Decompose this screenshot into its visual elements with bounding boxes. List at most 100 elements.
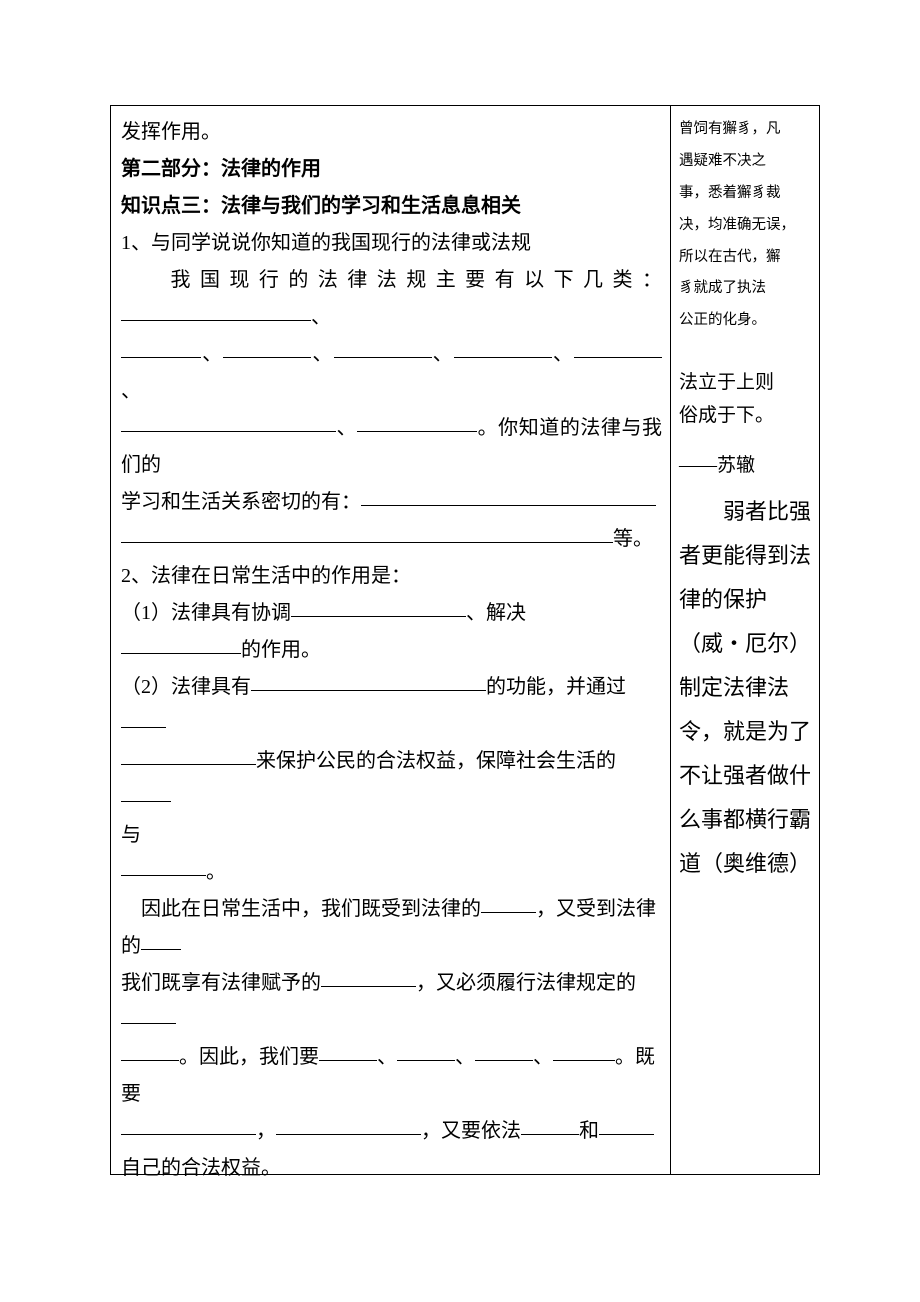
q2-2-a: （2）法律具有 <box>121 676 251 698</box>
question-2: 2、法律在日常生活中的作用是： <box>121 558 662 595</box>
question-2-2: （2）法律具有 的功能，并通过 <box>121 669 662 743</box>
fill-blank[interactable] <box>361 486 656 506</box>
s1-line: 事，悉着獬豸裁 <box>679 178 813 210</box>
spacer <box>679 432 813 450</box>
fill-blank[interactable] <box>121 338 201 358</box>
s1-line: 公正的化身。 <box>679 305 813 337</box>
fill-blank[interactable] <box>251 671 486 691</box>
s1-line: 豸就成了执法 <box>679 273 813 305</box>
fill-blank[interactable] <box>121 301 311 321</box>
conclusion-line4: ， ，又要依法 和 <box>121 1113 662 1150</box>
q2-1-a: （1）法律具有协调 <box>121 602 291 624</box>
sep: 、 <box>336 417 357 439</box>
q2-1-b: 、解决 <box>466 602 526 624</box>
s2-attribution: ——苏辙 <box>679 450 813 482</box>
two-column-table: 发挥作用。 第二部分：法律的作用 知识点三：法律与我们的学习和生活息息相关 1、… <box>110 105 820 1175</box>
concl-d: ，又必须履行法律规定的 <box>416 972 636 994</box>
fill-blank[interactable] <box>276 1115 421 1135</box>
fill-blank[interactable] <box>397 1041 455 1061</box>
spacer <box>679 337 813 367</box>
s1-line: 曾饲有獬豸，凡 <box>679 114 813 146</box>
fill-blank[interactable] <box>319 1041 377 1061</box>
fill-blank[interactable] <box>521 1115 579 1135</box>
concl-g: 要 <box>121 1083 141 1105</box>
concl-c: 我们既享有法律赋予的 <box>121 972 321 994</box>
knowledge-point-3-heading: 知识点三：法律与我们的学习和生活息息相关 <box>121 188 662 225</box>
s1-line: 遇疑难不决之 <box>679 146 813 178</box>
fill-blank[interactable] <box>121 1004 176 1024</box>
s1-line: 决，均准确无误， <box>679 210 813 242</box>
sep: 、 <box>201 343 223 365</box>
fill-blank[interactable] <box>223 338 311 358</box>
conclusion-line3b: 要 <box>121 1076 662 1113</box>
fill-blank[interactable] <box>334 338 432 358</box>
fill-blank[interactable] <box>121 412 336 432</box>
sep: 、 <box>121 380 141 402</box>
document-page: 发挥作用。 第二部分：法律的作用 知识点三：法律与我们的学习和生活息息相关 1、… <box>0 0 920 1302</box>
main-content-column: 发挥作用。 第二部分：法律的作用 知识点三：法律与我们的学习和生活息息相关 1、… <box>111 106 671 1174</box>
sep: 、 <box>311 306 331 328</box>
concl-e: 。因此，我们要 <box>179 1046 319 1068</box>
fill-blank[interactable] <box>121 634 241 654</box>
sep: 、 <box>377 1046 397 1068</box>
fill-blank[interactable] <box>121 745 256 765</box>
q2-2-c: 来保护公民的合法权益，保障社会生活的 <box>256 750 616 772</box>
q1b-prefix: 学习和生活关系密切的有： <box>121 491 361 513</box>
conclusion-line2: 我们既享有法律赋予的 ，又必须履行法律规定的 <box>121 965 662 1039</box>
concl-f: 。既 <box>615 1046 655 1068</box>
q2-2-end: 。 <box>206 861 226 883</box>
continuation-text: 发挥作用。 <box>121 114 662 151</box>
fill-blank[interactable] <box>475 1041 533 1061</box>
sep: 、 <box>432 343 454 365</box>
fill-blank[interactable] <box>121 1041 179 1061</box>
question-1b-prefix-line: 学习和生活关系密切的有： <box>121 484 662 521</box>
concl-h: ， <box>256 1120 276 1142</box>
sidebar-note-1: 曾饲有獬豸，凡 遇疑难不决之 事，悉着獬豸裁 决，均准确无误， 所以在古代，獬 … <box>679 114 813 337</box>
q2-2-b: 的功能，并通过 <box>486 676 626 698</box>
fill-blank[interactable] <box>141 930 181 950</box>
fill-blank[interactable] <box>321 967 416 987</box>
fill-blank[interactable] <box>121 708 166 728</box>
s2-line: 法立于上则 <box>679 367 813 399</box>
q2-2-d: 与 <box>121 824 141 846</box>
question-2-1: （1）法律具有协调 、解决 <box>121 595 662 632</box>
q2-1-end: 的作用。 <box>241 639 321 661</box>
conclusion-line1: 因此在日常生活中，我们既受到法律的，又受到法律的 <box>121 891 662 965</box>
fill-blank[interactable] <box>291 597 466 617</box>
q1b-suffix: 等。 <box>613 528 653 550</box>
sidebar-quote-3: 弱者比强者更能得到法律的保护（威・厄尔） 制定法律法令，就是为了不让强者做什么事… <box>679 482 813 886</box>
question-1-answer-area: 我国现行的法律法规主要有以下几类： 、 <box>121 262 662 336</box>
s1-line: 所以在古代，獬 <box>679 242 813 274</box>
fill-blank[interactable] <box>357 412 477 432</box>
fill-blank[interactable] <box>121 1115 256 1135</box>
sep: 、 <box>533 1046 553 1068</box>
question-1-blanks-line2: 、、、、、 <box>121 336 662 410</box>
conclusion-line5: 自己的合法权益。 <box>121 1150 662 1187</box>
concl-i: ，又要依法 <box>421 1120 521 1142</box>
fill-blank[interactable] <box>454 338 552 358</box>
sidebar-column: 曾饲有獬豸，凡 遇疑难不决之 事，悉着獬豸裁 决，均准确无误， 所以在古代，獬 … <box>671 106 819 1174</box>
q1-prefix: 我国现行的法律法规主要有以下几类： <box>161 269 662 291</box>
fill-blank[interactable] <box>121 856 206 876</box>
sep: 、 <box>552 343 574 365</box>
question-2-2-cont2: 。 <box>121 854 662 891</box>
fill-blank[interactable] <box>553 1041 615 1061</box>
s2-line: 俗成于下。 <box>679 400 813 432</box>
question-1b-blank-line2: 等。 <box>121 521 662 558</box>
fill-blank[interactable] <box>481 893 536 913</box>
concl-a: 因此在日常生活中，我们既受到法律的 <box>141 898 481 920</box>
question-1: 1、与同学说说你知道的我国现行的法律或法规 <box>121 225 662 262</box>
sidebar-quote-2: 法立于上则 俗成于下。 ——苏辙 <box>679 367 813 482</box>
concl-j: 和 <box>579 1120 599 1142</box>
fill-blank[interactable] <box>121 782 171 802</box>
question-1-blanks-line3: 、。你知道的法律与我们的 <box>121 410 662 484</box>
fill-blank[interactable] <box>121 523 613 543</box>
question-2-2-cont1: 来保护公民的合法权益，保障社会生活的 <box>121 743 662 817</box>
question-2-2-cont1b: 与 <box>121 817 662 854</box>
sep: 、 <box>455 1046 475 1068</box>
conclusion-line3: 。因此，我们要 、 、 、 。既 <box>121 1039 662 1076</box>
fill-blank[interactable] <box>574 338 662 358</box>
sep: 、 <box>311 343 333 365</box>
fill-blank[interactable] <box>599 1115 654 1135</box>
question-2-1-cont: 的作用。 <box>121 632 662 669</box>
